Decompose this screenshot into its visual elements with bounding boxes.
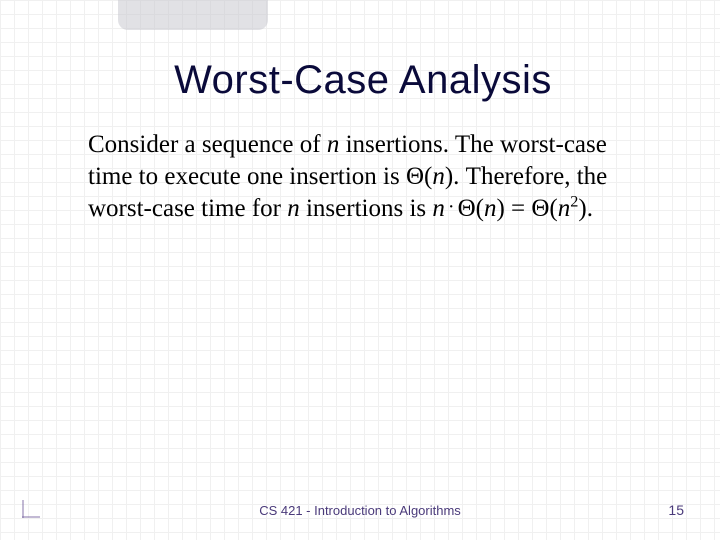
body-text-1: Consider a sequence of	[88, 131, 327, 158]
body-var-n-5: n	[484, 195, 497, 222]
body-var-n-1: n	[327, 131, 340, 158]
page-number: 15	[668, 502, 684, 518]
body-text-4: insertions is	[300, 195, 433, 222]
slide-footer: CS 421 - Introduction to Algorithms	[0, 503, 720, 518]
body-var-n-6: n	[558, 195, 571, 222]
body-var-n-3: n	[287, 195, 300, 222]
slide-body: Consider a sequence of n insertions. The…	[84, 129, 642, 225]
body-text-8: ).	[578, 195, 593, 222]
body-var-n-4: n	[432, 195, 445, 222]
body-text-7: ) = Θ(	[496, 195, 557, 222]
slide-title: Worst-Case Analysis	[84, 58, 642, 103]
corner-decoration	[22, 498, 42, 518]
footer-text: CS 421 - Introduction to Algorithms	[259, 503, 461, 518]
body-var-n-2: n	[432, 163, 445, 190]
body-cdot: ·	[445, 196, 458, 218]
slide-content: Worst-Case Analysis Consider a sequence …	[0, 0, 720, 540]
body-text-6: Θ(	[458, 195, 484, 222]
